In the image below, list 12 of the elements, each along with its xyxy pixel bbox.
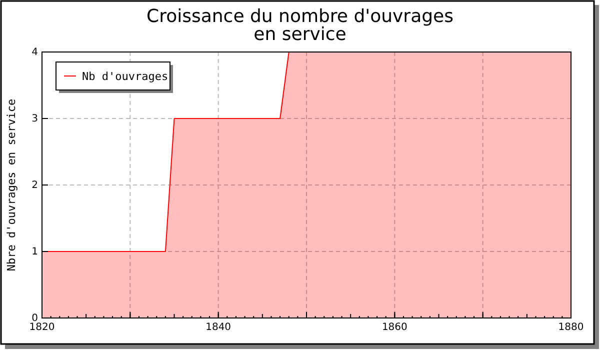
y-axis-title: Nbre d'ouvrages en service — [5, 98, 18, 272]
y-tick-label: 0 — [32, 313, 38, 324]
chart-title: Croissance du nombre d'ouvrages en service — [146, 6, 454, 45]
y-tick-label: 3 — [32, 114, 38, 124]
x-tick-label: 1880 — [558, 322, 584, 333]
y-tick-label: 1 — [32, 246, 38, 258]
x-tick-label: 1820 — [29, 322, 55, 333]
x-tick-label: 1860 — [382, 322, 408, 333]
y-tick-label: 2 — [32, 180, 38, 191]
y-tick-label: 4 — [32, 47, 38, 58]
x-tick-label: 1840 — [206, 322, 232, 333]
legend-label: Nb d'ouvrages — [82, 70, 168, 83]
